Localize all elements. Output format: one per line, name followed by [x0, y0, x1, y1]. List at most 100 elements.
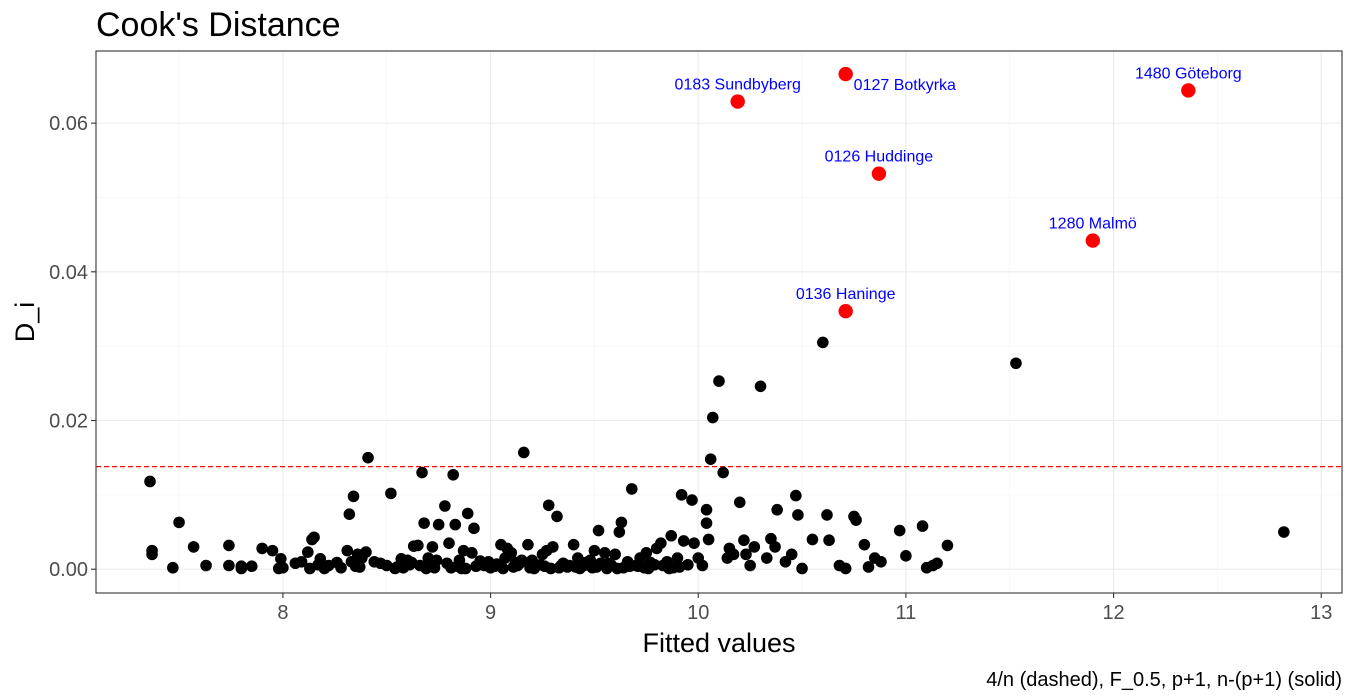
data-point: [544, 562, 557, 575]
data-point: [443, 537, 455, 549]
data-point: [686, 494, 698, 506]
panel-border: [95, 50, 1343, 594]
chart-caption: 4/n (dashed), F_0.5, p+1, n-(p+1) (solid…: [986, 669, 1342, 691]
data-point: [569, 561, 582, 573]
data-point: [655, 537, 667, 549]
data-points: [144, 66, 1290, 575]
data-point: [439, 500, 451, 512]
data-point: [771, 503, 783, 516]
y-axis-title: D_i: [10, 302, 40, 343]
data-point: [312, 558, 325, 571]
x-tick-label: 12: [1102, 602, 1124, 624]
data-point: [941, 539, 954, 552]
data-point: [677, 535, 690, 547]
data-point: [353, 561, 366, 573]
data-point: [449, 518, 462, 531]
data-point: [266, 544, 279, 557]
data-point: [517, 446, 530, 459]
data-point: [671, 552, 684, 564]
data-point: [862, 561, 875, 573]
data-point: [416, 466, 428, 479]
influential-point: [1085, 233, 1101, 248]
data-point: [245, 560, 258, 573]
data-point: [893, 524, 906, 537]
data-point: [611, 562, 624, 575]
point-annotations: 0183 Sundbyberg 0127 Botkyrka 1480 Götebor…: [675, 65, 1242, 303]
y-tick-label: 0.02: [49, 411, 88, 433]
data-point: [335, 561, 347, 574]
data-point: [362, 451, 374, 464]
data-point: [459, 562, 472, 575]
data-point: [308, 531, 320, 544]
data-point: [275, 552, 287, 565]
data-point: [343, 508, 356, 520]
x-tick-label: 13: [1310, 602, 1332, 624]
data-point: [706, 411, 719, 424]
influential-point: [838, 304, 853, 319]
data-point: [426, 541, 439, 553]
x-tick-label: 8: [277, 602, 288, 624]
data-point: [173, 516, 185, 529]
y-tick-label: 0.00: [49, 559, 88, 581]
data-point: [360, 546, 372, 558]
data-point: [817, 336, 829, 349]
data-point: [609, 548, 621, 561]
data-point: [754, 380, 767, 393]
data-point: [592, 524, 605, 537]
data-point: [738, 534, 750, 547]
influential-point: [871, 166, 887, 181]
data-point: [821, 509, 833, 521]
annotation-label: 1480 Göteborg: [1135, 65, 1242, 82]
data-point: [235, 560, 248, 573]
data-point: [740, 548, 752, 561]
x-tick-label: 10: [687, 602, 709, 624]
data-point: [663, 562, 675, 575]
chart-title: Cook's Distance: [96, 6, 341, 44]
data-point: [702, 533, 715, 546]
data-point: [418, 517, 430, 529]
data-point: [615, 516, 628, 529]
y-tick-label: 0.06: [49, 113, 88, 135]
data-point: [302, 546, 314, 558]
data-point: [1010, 357, 1022, 370]
data-point: [700, 503, 713, 516]
data-point: [524, 561, 536, 574]
annotation-label: 1280 Malmö: [1049, 216, 1137, 233]
data-point: [665, 529, 678, 542]
data-point: [146, 548, 158, 561]
influential-point: [1181, 83, 1196, 98]
data-point: [704, 453, 717, 465]
data-point: [505, 547, 518, 559]
data-point: [1278, 526, 1290, 538]
data-point: [675, 489, 688, 501]
data-point: [700, 517, 713, 529]
data-point: [931, 557, 943, 570]
annotation-label: 0126 Huddinge: [825, 149, 934, 166]
data-point: [613, 526, 626, 538]
data-point: [640, 547, 653, 559]
data-point: [476, 558, 489, 571]
data-point: [403, 558, 416, 571]
annotation-label: 0183 Sundbyberg: [675, 77, 801, 94]
data-point: [567, 538, 580, 551]
data-point: [466, 547, 478, 559]
data-point: [858, 538, 871, 551]
data-point: [785, 548, 798, 561]
axes: 8 9 10 11 12 13 0.00 0.02 0.04 0.06: [49, 113, 1332, 624]
data-point: [200, 559, 212, 572]
data-point: [688, 537, 700, 549]
data-point: [424, 559, 437, 572]
y-tick-label: 0.04: [49, 262, 88, 284]
data-point: [769, 541, 781, 553]
influential-point: [838, 66, 853, 82]
data-point: [806, 533, 819, 546]
data-point: [385, 487, 397, 500]
data-point: [850, 514, 862, 526]
data-point: [588, 544, 601, 557]
data-point: [744, 559, 756, 572]
data-point: [839, 562, 852, 575]
data-point: [432, 518, 445, 531]
data-point: [717, 466, 729, 479]
data-point: [461, 507, 474, 520]
